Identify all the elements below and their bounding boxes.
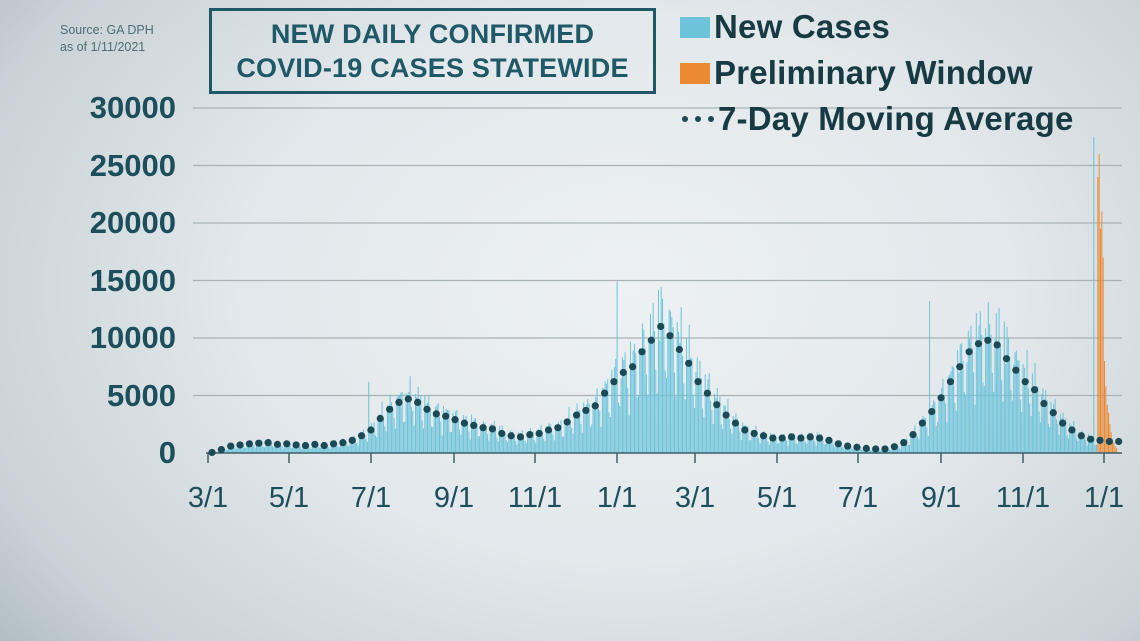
x-tick-label: 9/1	[433, 482, 475, 514]
chart-title-line-2: COVID-19 CASES STATEWIDE	[236, 53, 629, 83]
legend-item-new-cases: New Cases	[680, 4, 1074, 50]
chart-legend: New Cases Preliminary Window 7-Day Movin…	[680, 4, 1074, 142]
x-tick-label: 11/1	[507, 482, 563, 514]
x-tick-label: 3/1	[187, 482, 229, 514]
y-tick-label: 15000	[89, 262, 176, 298]
legend-label: 7-Day Moving Average	[718, 100, 1074, 137]
legend-label: New Cases	[714, 8, 891, 45]
y-tick-label: 5000	[107, 377, 176, 413]
y-tick-label: 30000	[89, 90, 176, 125]
dotted-line-icon	[680, 116, 714, 122]
legend-item-preliminary-window: Preliminary Window	[680, 50, 1074, 96]
x-tick-label: 1/1	[1083, 482, 1125, 514]
x-tick-label: 5/1	[756, 482, 798, 514]
x-tick-label: 9/1	[920, 482, 962, 514]
y-tick-label: 20000	[89, 205, 176, 240]
chart-title-box: NEW DAILY CONFIRMED COVID-19 CASES STATE…	[209, 8, 656, 94]
x-axis	[206, 452, 1122, 463]
legend-label: Preliminary Window	[714, 54, 1033, 91]
x-tick-label: 11/1	[995, 482, 1051, 514]
source-note: Source: GA DPH as of 1/11/2021	[60, 22, 154, 56]
preliminary-swatch-icon	[680, 62, 710, 84]
x-tick-label: 7/1	[837, 482, 879, 514]
y-tick-label: 25000	[89, 147, 176, 183]
y-tick-label: 10000	[89, 320, 176, 355]
y-tick-label: 0	[158, 435, 176, 470]
x-tick-label: 5/1	[268, 482, 310, 514]
as-of-date: as of 1/11/2021	[60, 40, 146, 54]
moving-average-dots	[208, 322, 1123, 457]
daily-case-bars	[208, 136, 1118, 454]
x-tick-label: 3/1	[674, 482, 716, 514]
x-tick-label: 1/1	[596, 482, 638, 514]
chart-title-line-1: NEW DAILY CONFIRMED	[270, 19, 595, 49]
x-tick-label: 7/1	[350, 482, 392, 514]
gridlines	[193, 107, 1122, 397]
source-line: Source: GA DPH	[60, 23, 154, 37]
new-cases-swatch-icon	[680, 16, 710, 38]
legend-item-moving-average: 7-Day Moving Average	[680, 96, 1074, 142]
